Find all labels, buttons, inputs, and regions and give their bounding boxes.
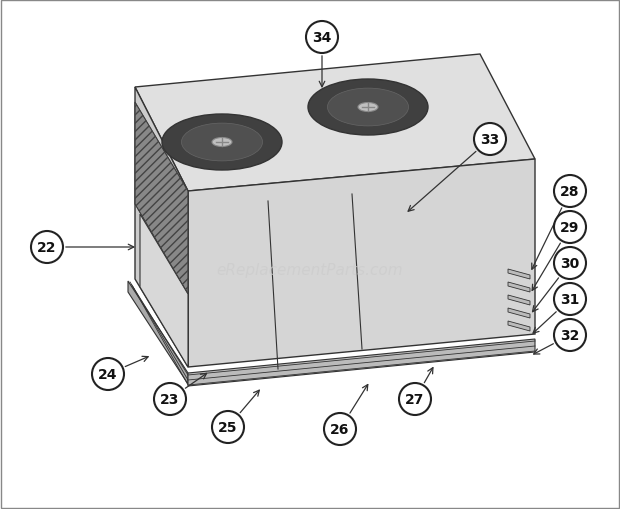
- Polygon shape: [128, 281, 188, 384]
- Polygon shape: [508, 282, 530, 293]
- Ellipse shape: [182, 124, 262, 161]
- Polygon shape: [135, 103, 188, 294]
- Circle shape: [554, 319, 586, 351]
- Circle shape: [554, 247, 586, 279]
- Circle shape: [474, 124, 506, 156]
- Text: 24: 24: [98, 367, 118, 381]
- Polygon shape: [508, 269, 530, 279]
- Polygon shape: [188, 160, 535, 367]
- Ellipse shape: [162, 115, 282, 171]
- Text: 23: 23: [161, 392, 180, 406]
- Polygon shape: [508, 321, 530, 331]
- Polygon shape: [508, 295, 530, 305]
- Ellipse shape: [358, 103, 378, 112]
- Text: 31: 31: [560, 293, 580, 306]
- Text: 26: 26: [330, 422, 350, 436]
- Circle shape: [306, 22, 338, 54]
- Circle shape: [154, 383, 186, 415]
- Text: 34: 34: [312, 31, 332, 45]
- Text: eReplacementParts.com: eReplacementParts.com: [216, 262, 404, 277]
- Polygon shape: [188, 340, 535, 386]
- Text: 33: 33: [480, 133, 500, 147]
- Circle shape: [324, 413, 356, 445]
- Circle shape: [554, 284, 586, 316]
- Text: 32: 32: [560, 328, 580, 343]
- Circle shape: [554, 176, 586, 208]
- Circle shape: [554, 212, 586, 243]
- Ellipse shape: [327, 89, 409, 127]
- Text: 30: 30: [560, 257, 580, 270]
- Polygon shape: [135, 55, 535, 191]
- Circle shape: [92, 358, 124, 390]
- Ellipse shape: [212, 138, 232, 147]
- Text: 27: 27: [405, 392, 425, 406]
- Ellipse shape: [308, 80, 428, 136]
- Text: 28: 28: [560, 185, 580, 199]
- Circle shape: [212, 411, 244, 443]
- Text: 22: 22: [37, 241, 57, 254]
- Text: 25: 25: [218, 420, 237, 434]
- Circle shape: [399, 383, 431, 415]
- Polygon shape: [135, 88, 188, 367]
- Polygon shape: [140, 215, 188, 367]
- Polygon shape: [508, 308, 530, 318]
- Text: 29: 29: [560, 220, 580, 235]
- Circle shape: [31, 232, 63, 264]
